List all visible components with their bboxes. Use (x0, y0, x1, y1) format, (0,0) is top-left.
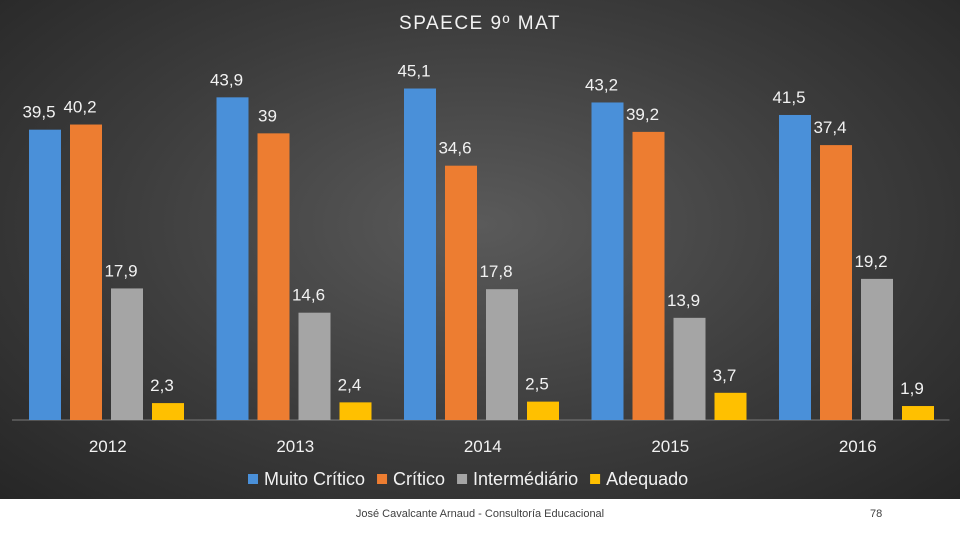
data-label: 13,9 (667, 291, 700, 310)
bar-interm-di-rio-2013 (298, 312, 331, 420)
legend-item-label: Intermédiário (473, 469, 578, 489)
bar-cr-tico-2014 (445, 165, 477, 420)
data-label: 41,5 (772, 88, 805, 107)
chart-title: SPAECE 9º MAT (399, 13, 561, 34)
legend-swatch (590, 474, 601, 484)
bar-interm-di-rio-2012 (111, 288, 143, 420)
legend-swatch (248, 474, 258, 484)
data-label: 39 (258, 106, 277, 125)
x-tick-label: 2014 (464, 437, 502, 456)
legend-item-label: Muito Crítico (264, 469, 365, 489)
data-label: 2,3 (150, 376, 174, 395)
data-label: 43,2 (585, 75, 618, 94)
data-label: 37,4 (813, 118, 846, 137)
bar-interm-di-rio-2014 (486, 289, 518, 420)
data-label: 14,6 (292, 286, 325, 305)
bar-chart: SPAECE 9º MAT 39,5 40,2 17,9 2,3 2012 43,9 39 1… (12, 13, 950, 489)
bar-adequado-2015 (714, 392, 747, 420)
data-label: 1,9 (900, 379, 924, 398)
data-label: 2,5 (525, 375, 549, 394)
data-label: 34,6 (438, 139, 471, 158)
bar-muito-cr-tico-2016 (779, 114, 811, 420)
x-tick-label: 2016 (839, 437, 877, 456)
data-label: 17,8 (479, 262, 512, 281)
data-label: 2,4 (338, 375, 362, 394)
legend: Muito Crítico Crítico Intermédiário Adequad… (248, 469, 688, 489)
bar-muito-cr-tico-2012 (29, 129, 61, 421)
page-number: 78 (870, 508, 883, 520)
bar-cr-tico-2015 (632, 131, 665, 420)
bar-muito-cr-tico-2014 (404, 88, 436, 420)
plot-area: 39,5 40,2 17,9 2,3 2012 43,9 39 14,6 2,4 2013 45,1… (12, 62, 950, 456)
bar-adequado-2012 (152, 403, 184, 420)
data-label: 39,5 (22, 103, 55, 122)
bar-cr-tico-2013 (257, 133, 290, 420)
x-tick-label: 2012 (89, 437, 127, 456)
data-label: 17,9 (104, 261, 137, 280)
data-label: 43,9 (210, 70, 243, 89)
bar-interm-di-rio-2015 (673, 317, 706, 420)
x-tick-label: 2013 (276, 437, 314, 456)
bar-interm-di-rio-2016 (861, 278, 893, 420)
bar-muito-cr-tico-2013 (216, 97, 249, 421)
data-label: 45,1 (397, 62, 430, 81)
legend-item-label: Crítico (393, 469, 445, 489)
data-label: 19,2 (854, 252, 887, 271)
chart-panel: SPAECE 9º MAT 39,5 40,2 17,9 2,3 2012 43,9 39 1… (0, 0, 960, 499)
bar-adequado-2016 (902, 406, 934, 420)
bar-muito-cr-tico-2015 (591, 102, 624, 420)
x-tick-label: 2015 (651, 437, 689, 456)
bar-adequado-2013 (339, 402, 372, 420)
data-label: 40,2 (63, 98, 96, 117)
legend-swatch (457, 474, 468, 484)
legend-swatch (377, 474, 388, 484)
bar-adequado-2014 (527, 401, 559, 420)
legend-item-label: Adequado (606, 469, 688, 489)
data-label: 39,2 (626, 105, 659, 124)
bar-cr-tico-2012 (70, 124, 102, 420)
footer-credit: José Cavalcante Arnaud - Consultoría Edu… (355, 508, 605, 520)
data-label: 3,7 (713, 366, 737, 385)
bar-cr-tico-2016 (820, 145, 852, 421)
